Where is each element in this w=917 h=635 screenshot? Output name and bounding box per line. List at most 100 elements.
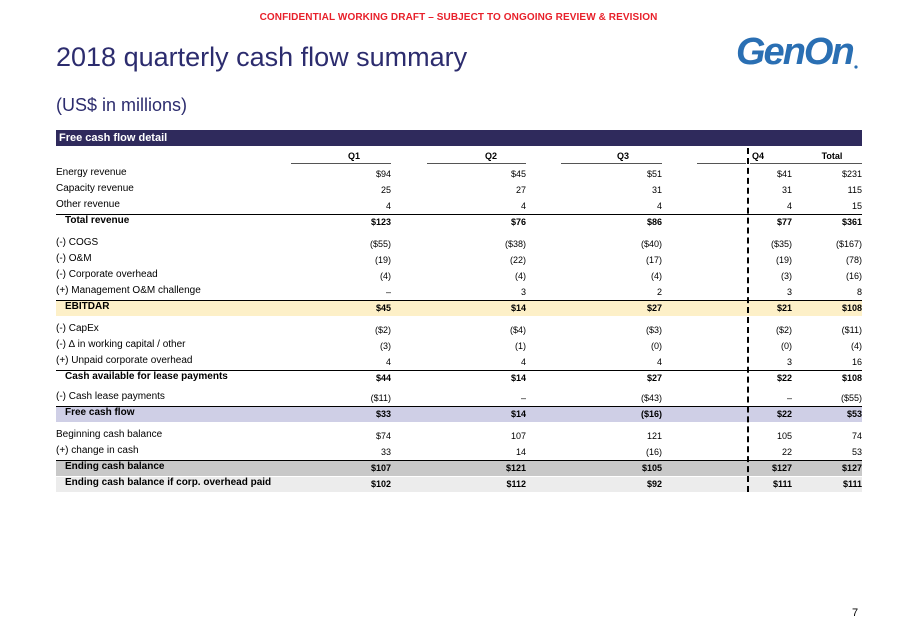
table-row-ending-cash-balance: Ending cash balance $107 $121 $105 $127 $127: [56, 460, 862, 476]
cell-q2: 4: [520, 357, 526, 367]
cell-total: $108: [841, 303, 862, 313]
table-row-cash-available-for-lease: Cash available for lease payments $44 $14 $…: [56, 370, 862, 386]
cell-q4: 3: [786, 287, 792, 297]
table-row-cash-lease-payments: (-) Cash lease payments ($11) – ($43) – ($55): [56, 390, 862, 406]
cell-q2: $112: [506, 479, 526, 489]
cell-q4: 3: [786, 357, 792, 367]
cell-q3: 4: [656, 201, 662, 211]
table-row-corporate-overhead: (-) Corporate overhead (4) (4) (4) (3) (16): [56, 268, 862, 284]
table-row-beginning-cash-balance: Beginning cash balance $74 107 121 105 74: [56, 428, 862, 444]
cell-q1: ($2): [374, 325, 391, 335]
total-column-separator: [747, 148, 749, 492]
row-highlight: [56, 407, 862, 422]
cell-q3: (16): [645, 447, 662, 457]
cell-total: 8: [856, 287, 862, 297]
cell-total: 115: [847, 185, 862, 195]
row-label: (+) change in cash: [56, 445, 139, 456]
cell-total: 53: [851, 447, 862, 457]
cell-q2: $14: [510, 303, 526, 313]
column-header-q1: Q1: [347, 151, 360, 161]
table-row-capex: (-) CapEx ($2) ($4) ($3) ($2) ($11): [56, 322, 862, 338]
table-row-working-capital: (-) ∆ in working capital / other (3) (1) (0…: [56, 338, 862, 354]
row-label: Capacity revenue: [56, 183, 134, 194]
cell-total: $108: [841, 373, 862, 383]
cell-q4: 22: [781, 447, 792, 457]
cell-q3: ($3): [645, 325, 662, 335]
cell-q2: 107: [510, 431, 526, 441]
cell-q3: 2: [656, 287, 662, 297]
table-row-om: (-) O&M (19) (22) (17) (19) (78): [56, 252, 862, 268]
cell-q3: 4: [656, 357, 662, 367]
cell-q2: $76: [510, 217, 526, 227]
table-row-unpaid-corporate-overhead: (+) Unpaid corporate overhead 4 4 4 3 16: [56, 354, 862, 370]
cell-q2: 14: [515, 447, 526, 457]
cell-total: $361: [841, 217, 862, 227]
cell-q4: 31: [781, 185, 792, 195]
row-label: Total revenue: [65, 215, 130, 226]
cell-q3: (17): [645, 255, 662, 265]
total-rule: [56, 214, 862, 215]
cell-q4: –: [786, 393, 792, 403]
row-label: Ending cash balance if corp. overhead pa…: [65, 477, 272, 488]
cell-q1: (4): [380, 271, 391, 281]
section-header: Free cash flow detail: [56, 130, 862, 146]
row-label: (-) Cash lease payments: [56, 391, 165, 402]
cell-total: ($55): [840, 393, 862, 403]
row-label: (-) CapEx: [56, 323, 99, 334]
cell-q3: (0): [651, 341, 662, 351]
table-row-ebitdar: EBITDAR $45 $14 $27 $21 $108: [56, 300, 862, 316]
row-label: Energy revenue: [56, 167, 127, 178]
cell-q4: ($35): [770, 239, 792, 249]
row-label: (-) Corporate overhead: [56, 269, 158, 280]
cell-q3: $92: [646, 479, 662, 489]
genon-logo-text: GenOn: [736, 31, 853, 72]
cell-q2: 4: [520, 201, 526, 211]
cell-q4: $22: [776, 373, 792, 383]
cell-q2: ($38): [504, 239, 526, 249]
row-highlight: [56, 477, 862, 492]
table-row-total-revenue: Total revenue $123 $76 $86 $77 $361: [56, 214, 862, 230]
cell-q4: $41: [776, 169, 792, 179]
cell-q2: $45: [510, 169, 526, 179]
cell-q4: $127: [771, 463, 792, 473]
cell-q3: $105: [641, 463, 662, 473]
column-header-q4: Q4: [751, 151, 764, 161]
cell-q2: $121: [505, 463, 526, 473]
table-row-cogs: (-) COGS ($55) ($38) ($40) ($35) ($167): [56, 236, 862, 252]
confidential-banner: CONFIDENTIAL WORKING DRAFT – SUBJECT TO …: [259, 12, 658, 23]
cell-q3: $86: [646, 217, 662, 227]
cell-q3: ($16): [640, 409, 662, 419]
cell-q4: ($2): [775, 325, 792, 335]
cash-flow-table: Q1 Q2 Q3 Q4 Total Energy revenue $94 $45 $51 $41…: [56, 148, 862, 492]
table-row-energy-revenue: Energy revenue $94 $45 $51 $41 $231: [56, 166, 862, 182]
cell-total: (4): [851, 341, 862, 351]
table-row-other-revenue: Other revenue 4 4 4 4 15: [56, 198, 862, 214]
cell-q1: –: [385, 287, 391, 297]
table-row-management-om-challenge: (+) Management O&M challenge – 3 2 3 8: [56, 284, 862, 300]
cell-q4: 105: [776, 431, 792, 441]
cell-q3: 121: [646, 431, 662, 441]
total-rule: [56, 460, 862, 461]
table-row-ending-cash-balance-overhead-paid: Ending cash balance if corp. overhead pa…: [56, 476, 862, 492]
cell-q4: (0): [781, 341, 792, 351]
cell-q2: (22): [509, 255, 526, 265]
page-title: 2018 quarterly cash flow summary: [56, 42, 468, 72]
row-highlight: [56, 301, 862, 316]
row-label: EBITDAR: [65, 301, 110, 312]
cell-q1: 25: [380, 185, 391, 195]
cell-q3: $27: [646, 303, 662, 313]
table-row-free-cash-flow: Free cash flow $33 $14 ($16) $22 $53: [56, 406, 862, 422]
column-header-total: Total: [821, 151, 843, 161]
cell-q4: $22: [776, 409, 792, 419]
cell-q1: 4: [385, 201, 391, 211]
cell-q4: (3): [781, 271, 792, 281]
row-label: Cash available for lease payments: [65, 371, 228, 382]
row-label: (-) COGS: [56, 237, 99, 248]
cell-q4: $21: [776, 303, 792, 313]
cell-q1: $102: [370, 479, 391, 489]
row-label: (-) O&M: [56, 253, 92, 264]
column-header-q3: Q3: [616, 151, 629, 161]
total-rule: [56, 300, 862, 301]
cell-total: (16): [845, 271, 862, 281]
cell-total: $231: [841, 169, 862, 179]
